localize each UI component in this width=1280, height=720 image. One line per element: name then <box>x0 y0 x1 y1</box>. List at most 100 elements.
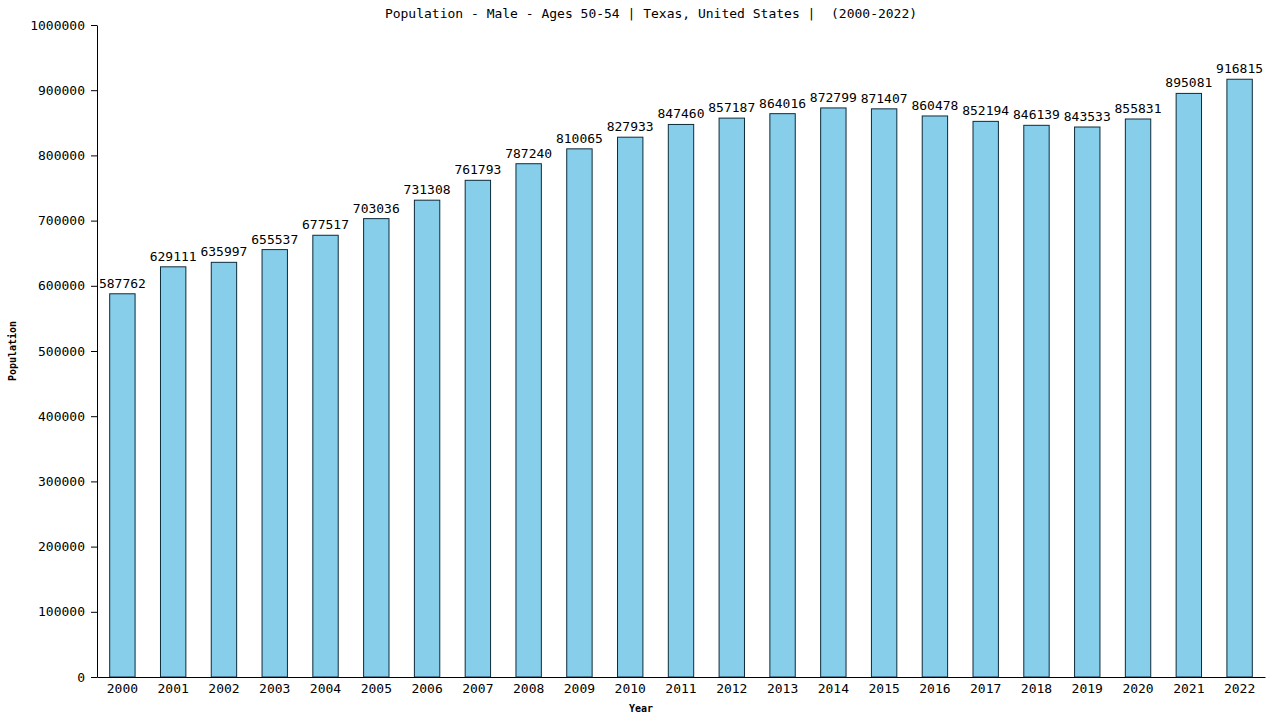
bar <box>313 235 338 677</box>
x-tick-label: 2020 <box>1122 681 1153 696</box>
bar <box>567 149 592 677</box>
bar <box>770 114 795 677</box>
y-tick-mark <box>91 351 97 352</box>
x-tick-label: 2004 <box>310 681 341 696</box>
y-tick-label: 900000 <box>38 83 85 98</box>
bar <box>364 219 389 677</box>
bar <box>1125 119 1150 677</box>
x-tick-label: 2013 <box>767 681 798 696</box>
chart: Population - Male - Ages 50-54 | Texas, … <box>0 0 1280 720</box>
y-tick-mark <box>91 25 97 26</box>
y-tick-label: 500000 <box>38 344 85 359</box>
x-axis: 2000 2001 2002 2003 2004 2005 2006 2007 2008 2009… <box>98 678 1266 697</box>
bar <box>618 137 643 677</box>
bar <box>1176 93 1201 677</box>
data-label: 677517 <box>302 217 349 232</box>
data-label: 872799 <box>810 90 857 105</box>
data-label: 787240 <box>505 146 552 161</box>
x-tick-label: 2021 <box>1173 681 1204 696</box>
x-tick-label: 2002 <box>208 681 239 696</box>
data-label: 655537 <box>251 232 298 247</box>
bar <box>211 262 236 677</box>
x-axis-title: Year <box>629 703 653 714</box>
y-tick: 700000 <box>38 213 97 228</box>
y-tick: 1000000 <box>30 18 97 33</box>
bar <box>262 250 287 677</box>
y-axis-title: Population <box>7 321 18 381</box>
x-tick-label: 2012 <box>716 681 747 696</box>
x-tick: 2018 <box>1021 681 1052 696</box>
bar <box>465 180 490 677</box>
y-tick-mark <box>91 612 97 613</box>
x-tick: 2007 <box>462 681 493 696</box>
x-tick-label: 2005 <box>361 681 392 696</box>
y-tick: 400000 <box>38 409 97 424</box>
x-tick-label: 2008 <box>513 681 544 696</box>
y-tick: 900000 <box>38 83 97 98</box>
x-tick: 2013 <box>767 681 798 696</box>
y-tick-label: 1000000 <box>30 18 85 33</box>
y-tick-mark <box>91 90 97 91</box>
y-tick: 500000 <box>38 344 97 359</box>
bar <box>1227 79 1252 677</box>
data-label: 847460 <box>658 106 705 121</box>
x-tick-label: 2009 <box>564 681 595 696</box>
x-tick: 2000 <box>107 681 138 696</box>
data-label: 871407 <box>861 91 908 106</box>
data-label: 761793 <box>454 162 501 177</box>
data-label: 587762 <box>99 276 146 291</box>
bars <box>110 79 1253 677</box>
data-label: 846139 <box>1013 107 1060 122</box>
y-axis: 0 100000 200000 300000 400000 500000 600000 700… <box>30 18 97 685</box>
x-tick: 2005 <box>361 681 392 696</box>
x-tick: 2008 <box>513 681 544 696</box>
y-tick-label: 100000 <box>38 604 85 619</box>
x-tick-label: 2014 <box>818 681 849 696</box>
y-tick: 100000 <box>38 604 97 619</box>
x-tick-label: 2001 <box>158 681 189 696</box>
data-label: 855831 <box>1115 101 1162 116</box>
x-tick-label: 2006 <box>411 681 442 696</box>
x-tick: 2004 <box>310 681 341 696</box>
data-label: 860478 <box>911 98 958 113</box>
bar <box>821 108 846 677</box>
x-tick-label: 2022 <box>1224 681 1255 696</box>
data-label: 895081 <box>1165 75 1212 90</box>
x-tick-label: 2003 <box>259 681 290 696</box>
x-tick: 2022 <box>1224 681 1255 696</box>
x-tick-label: 2017 <box>970 681 1001 696</box>
y-tick-label: 400000 <box>38 409 85 424</box>
y-tick-label: 600000 <box>38 278 85 293</box>
y-tick-mark <box>91 481 97 482</box>
data-label: 857187 <box>708 100 755 115</box>
x-tick: 2014 <box>818 681 849 696</box>
data-label: 703036 <box>353 201 400 216</box>
y-tick-label: 300000 <box>38 474 85 489</box>
data-label: 916815 <box>1216 61 1263 76</box>
bar <box>668 124 693 677</box>
data-labels: 5877626291116359976555376775177030367313… <box>99 61 1263 291</box>
x-tick: 2021 <box>1173 681 1204 696</box>
bar <box>110 294 135 677</box>
title: Population - Male - Ages 50-54 | Texas, … <box>385 6 917 21</box>
data-label: 864016 <box>759 96 806 111</box>
bar <box>973 121 998 677</box>
y-tick: 300000 <box>38 474 97 489</box>
x-tick: 2003 <box>259 681 290 696</box>
x-tick: 2017 <box>970 681 1001 696</box>
x-tick-label: 2015 <box>868 681 899 696</box>
x-tick: 2010 <box>615 681 646 696</box>
x-tick: 2019 <box>1072 681 1103 696</box>
data-label: 635997 <box>200 244 247 259</box>
bar <box>414 200 439 677</box>
y-axis-line <box>97 26 98 678</box>
data-label: 810065 <box>556 131 603 146</box>
y-tick-label: 800000 <box>38 148 85 163</box>
y-tick: 0 <box>77 670 97 685</box>
x-tick-label: 2016 <box>919 681 950 696</box>
y-tick: 200000 <box>38 539 97 554</box>
bar <box>160 267 185 677</box>
x-tick: 2012 <box>716 681 747 696</box>
y-tick-mark <box>91 547 97 548</box>
bar <box>871 109 896 677</box>
